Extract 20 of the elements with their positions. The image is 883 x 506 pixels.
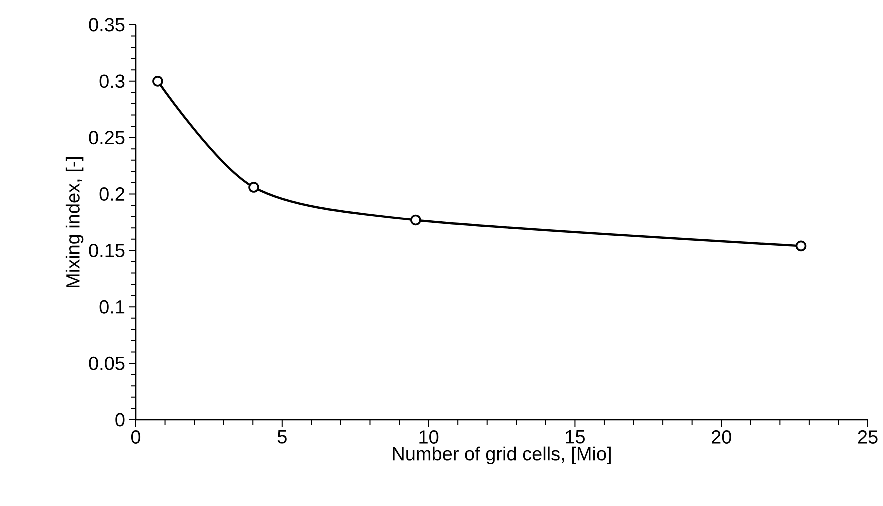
point [152,76,164,87]
point [796,240,807,252]
y-tick-label: 0.2 [100,188,125,202]
x-tick-label: 15 [566,430,585,444]
y-axis-title: Mixing index, [-] [66,157,84,288]
point [410,214,422,226]
x-tick-label: 10 [420,430,439,444]
y-tick-label: 0.3 [100,74,125,88]
x-tick-label: 25 [858,430,878,444]
y-tick-label: 0.15 [89,244,125,258]
x-tick-label: 20 [712,430,732,444]
x-tick-label: 5 [278,430,287,444]
y-tick-label: 0 [116,413,125,427]
x-axis-title: Number of grid cells, [Mio] [393,446,611,465]
y-tick-label: 0.25 [89,131,125,145]
point [248,182,260,193]
y-tick-label: 0.35 [89,18,125,32]
x-tick-label: 0 [131,430,141,444]
y-tick-label: 0.1 [100,300,125,314]
y-tick-label: 0.05 [89,356,125,370]
